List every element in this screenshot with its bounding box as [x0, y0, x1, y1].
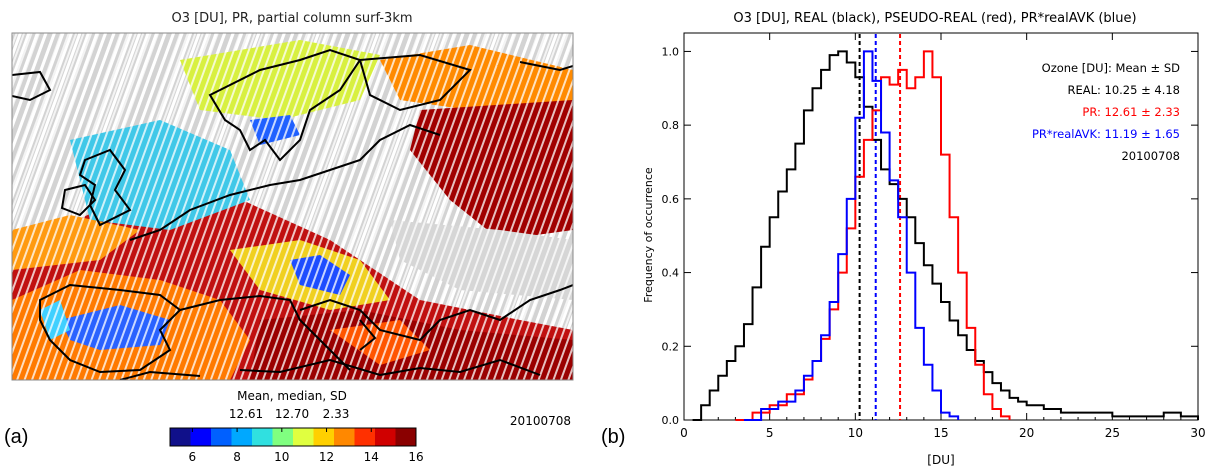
colorbar-tick-label: 8	[233, 450, 241, 464]
map-field	[12, 33, 573, 380]
colorbar-swatch	[170, 428, 191, 446]
x-tick-label: 20	[1019, 426, 1034, 440]
panel-a-map-chart: O3 [DU], PR, partial column surf-3km	[11, 11, 574, 464]
y-axis-label: Frequency of occurrence	[642, 167, 655, 303]
colorbar-swatch	[313, 428, 335, 446]
colorbar-stat-mean: 12.61	[229, 407, 263, 421]
colorbar-stats-label: Mean, median, SD	[237, 389, 347, 403]
colorbar-tick-label: 14	[364, 450, 379, 464]
x-tick-label: 30	[1190, 426, 1205, 440]
colorbar-swatch	[211, 428, 232, 446]
legend-date: 20100708	[1121, 149, 1180, 163]
x-axis-label: [DU]	[927, 453, 954, 467]
series-line	[743, 50, 960, 421]
legend: Ozone [DU]: Mean ± SD REAL: 10.25 ± 4.18…	[1032, 61, 1180, 163]
x-tick-label: 15	[933, 426, 948, 440]
colorbar-frame	[169, 427, 417, 447]
y-tick-label: 0.2	[662, 340, 680, 353]
colorbar-stat-sd: 2.33	[323, 407, 350, 421]
panel-b-histogram: O3 [DU], REAL (black), PSEUDO-REAL (red)…	[642, 11, 1206, 467]
y-tick-label: 0.4	[662, 267, 680, 280]
histogram-series	[692, 50, 1199, 421]
colorbar-swatch	[395, 428, 417, 446]
colorbar: 6 8 10 12 14 16	[169, 427, 424, 464]
coastlines	[12, 48, 573, 380]
mean-lines	[858, 34, 902, 420]
legend-entry-real: REAL: 10.25 ± 4.18	[1067, 83, 1180, 97]
colorbar-swatch	[190, 428, 212, 446]
y-tick-label: 0.8	[662, 119, 680, 132]
colorbar-swatch	[252, 428, 273, 446]
panel-b-title: O3 [DU], REAL (black), PSEUDO-REAL (red)…	[733, 11, 1136, 26]
colorbar-tick-label: 6	[189, 450, 197, 464]
x-tick-label: 0	[680, 426, 688, 440]
colorbar-swatch	[354, 428, 376, 446]
legend-entry-pr: PR: 12.61 ± 2.33	[1082, 105, 1180, 119]
colorbar-swatch	[334, 428, 355, 446]
x-tick-label: 25	[1105, 426, 1120, 440]
swath-gaps	[12, 33, 573, 380]
legend-entry-pr-realavk: PR*realAVK: 11.19 ± 1.65	[1032, 127, 1180, 141]
map-frame	[11, 32, 574, 381]
panel-a-label: (a)	[4, 426, 29, 448]
y-tick-label: 1.0	[662, 45, 680, 58]
colorbar-swatch	[272, 428, 294, 446]
colorbar-tick-label: 10	[274, 450, 289, 464]
colorbar-swatch	[231, 428, 253, 446]
panel-a-title: O3 [DU], PR, partial column surf-3km	[171, 11, 412, 26]
colorbar-stat-median: 12.70	[275, 407, 309, 421]
colorbar-tick-label: 16	[408, 450, 423, 464]
panel-a-date: 20100708	[510, 414, 571, 428]
y-tick-label: 0.6	[662, 193, 680, 206]
panel-b-label: (b)	[601, 426, 626, 448]
legend-header: Ozone [DU]: Mean ± SD	[1042, 61, 1180, 75]
axis-ticks: 0 5 10 15 20 25 30 0.0 0.2 0.4 0.6 0.8 1.0	[662, 33, 1206, 440]
colorbar-tick-label: 12	[319, 450, 334, 464]
colorbar-swatch	[375, 428, 396, 446]
colorbar-swatch	[293, 428, 314, 446]
x-tick-label: 5	[766, 426, 774, 440]
x-tick-label: 10	[848, 426, 863, 440]
y-tick-label: 0.0	[662, 414, 680, 427]
